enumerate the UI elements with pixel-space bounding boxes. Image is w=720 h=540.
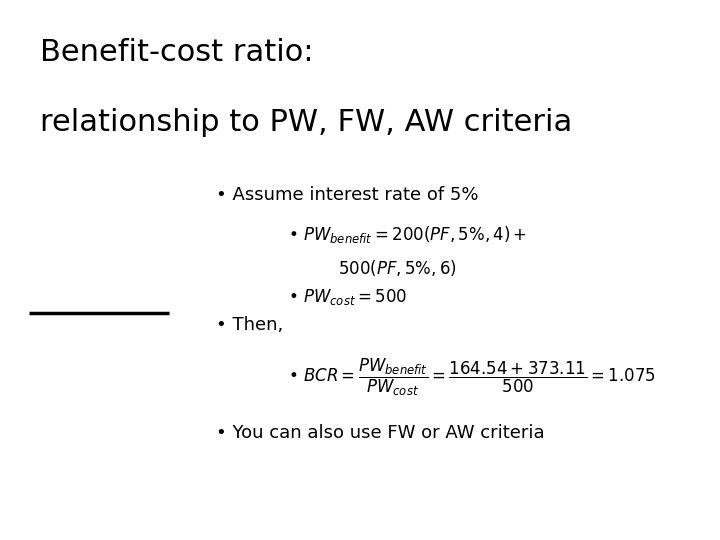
Text: $500(PF, 5\%, 6)$: $500(PF, 5\%, 6)$	[338, 258, 457, 278]
Text: • Then,: • Then,	[216, 316, 283, 334]
Text: Benefit-cost ratio:: Benefit-cost ratio:	[40, 38, 313, 67]
Text: • $PW_{benefit} = 200(PF, 5\%, 4) +$: • $PW_{benefit} = 200(PF, 5\%, 4) +$	[288, 224, 527, 245]
Text: • $PW_{cost} = 500$: • $PW_{cost} = 500$	[288, 287, 408, 307]
Text: • $BCR = \dfrac{PW_{benefit}}{PW_{cost}} = \dfrac{164.54+373.11}{500} = 1.075$: • $BCR = \dfrac{PW_{benefit}}{PW_{cost}}…	[288, 356, 656, 397]
Text: relationship to PW, FW, AW criteria: relationship to PW, FW, AW criteria	[40, 108, 572, 137]
Text: • Assume interest rate of 5%: • Assume interest rate of 5%	[216, 186, 479, 204]
Text: • You can also use FW or AW criteria: • You can also use FW or AW criteria	[216, 424, 544, 442]
